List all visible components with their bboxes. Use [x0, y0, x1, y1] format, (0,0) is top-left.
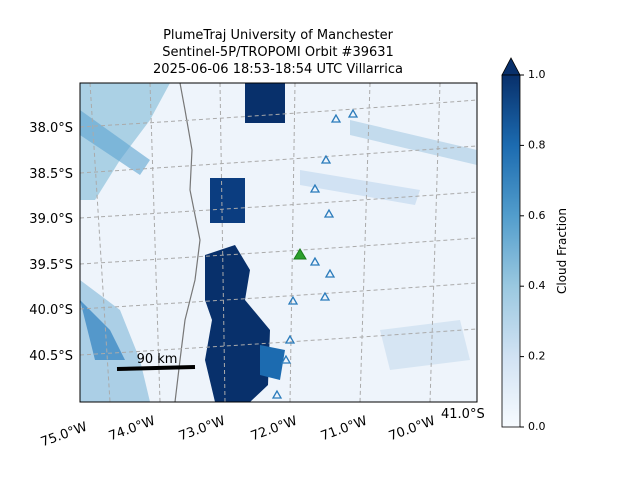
lon-label: 72.0°W [249, 414, 300, 445]
colorbar-tick-label: 1.0 [528, 68, 546, 81]
lat-label: 39.0°S [29, 212, 73, 227]
lat-label: 38.5°S [29, 167, 73, 182]
colorbar-tick-label: 0.6 [528, 209, 546, 222]
lon-label: 71.0°W [319, 414, 370, 445]
lat-label: 40.5°S [29, 349, 73, 364]
lat-label: 40.0°S [29, 303, 73, 318]
lat-label: 41.0°S [441, 407, 485, 422]
lat-label: 39.5°S [29, 258, 73, 273]
lon-label: 75.0°W [39, 420, 90, 451]
colorbar-tick-label: 0.4 [528, 279, 546, 292]
colorbar-tick-label: 0.2 [528, 350, 546, 363]
lon-label: 70.0°W [387, 414, 438, 445]
colorbar-extend [501, 57, 521, 76]
colorbar [501, 74, 521, 428]
scale-bar-label: 90 km [137, 352, 178, 367]
title-line: PlumeTraj University of Manchester [163, 28, 393, 43]
map-frame [79, 82, 478, 403]
title-line: 2025-06-06 18:53-18:54 UTC Villarrica [153, 62, 403, 77]
colorbar-label: Cloud Fraction [555, 208, 569, 294]
lat-label: 38.0°S [29, 121, 73, 136]
colorbar-tick-label: 0.8 [528, 138, 546, 151]
lon-label: 73.0°W [177, 414, 228, 445]
lon-label: 74.0°W [107, 414, 158, 445]
colorbar-tick-label: 0.0 [528, 420, 546, 433]
title-line: Sentinel-5P/TROPOMI Orbit #39631 [162, 45, 394, 60]
map-imagery [80, 83, 477, 402]
